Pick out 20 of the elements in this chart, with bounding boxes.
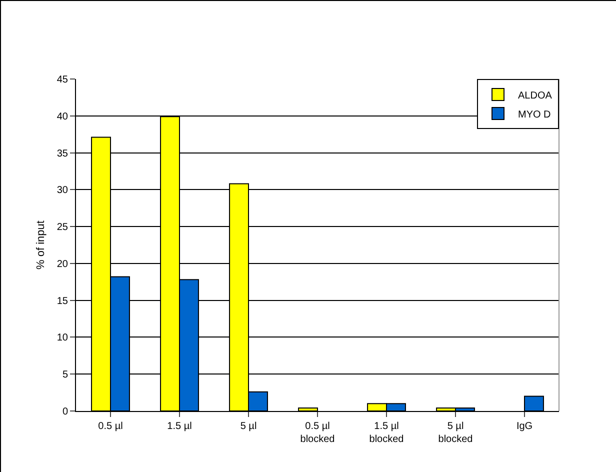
y-tick-label: 45 (56, 74, 68, 86)
y-tick-label: 25 (56, 222, 68, 234)
y-tick-label: 35 (56, 148, 68, 160)
x-tick-label: 1.5 µl blocked (369, 421, 404, 445)
legend-label: ALDOA (518, 90, 552, 102)
y-tick-label: 30 (56, 185, 68, 196)
y-tick-label: 15 (56, 296, 68, 307)
x-tick-label: IgG (516, 421, 533, 432)
y-tick-label: 10 (56, 332, 68, 344)
y-tick-label: 20 (56, 258, 68, 270)
x-tick-label: 5 µl blocked (438, 421, 473, 445)
x-tick-label: 0.5 µl (98, 421, 123, 432)
y-axis-title: % of input (35, 220, 47, 270)
y-tick-label: 0 (62, 406, 68, 418)
y-tick-label: 5 (62, 370, 68, 381)
x-tick-label: 0.5 µl blocked (300, 421, 335, 445)
legend-label: MYO D (518, 109, 551, 120)
x-tick-label: 1.5 µl (167, 421, 192, 432)
x-tick-label: 5 µl (240, 421, 257, 432)
y-tick-label: 40 (56, 111, 68, 122)
